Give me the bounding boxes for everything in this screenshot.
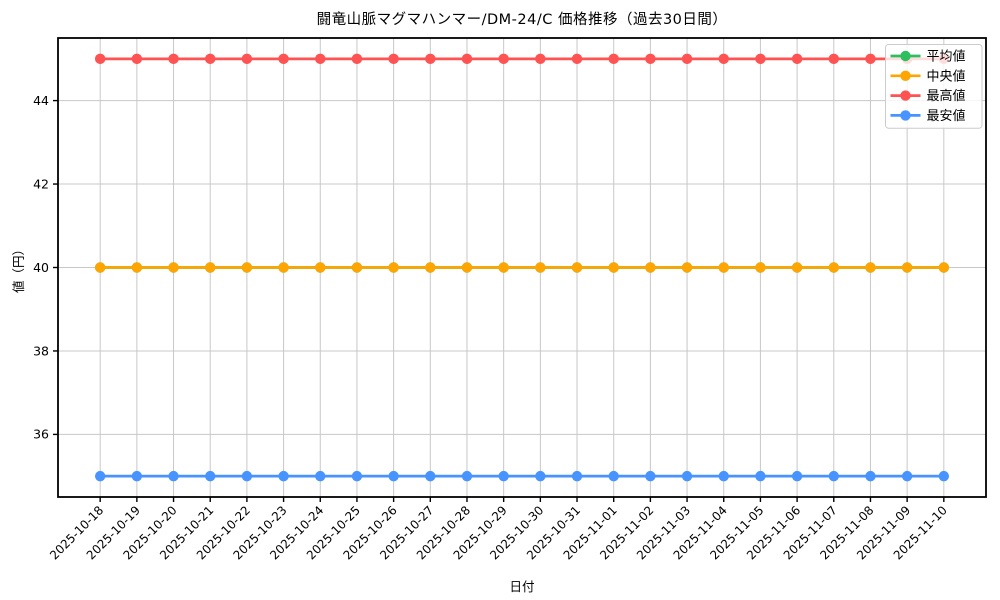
plot-border bbox=[57, 37, 987, 498]
legend-sample-marker bbox=[900, 70, 911, 82]
legend-sample-marker bbox=[900, 110, 911, 121]
series-1-marker bbox=[131, 262, 143, 273]
series-1-marker bbox=[535, 262, 546, 273]
series-2-marker bbox=[131, 53, 143, 65]
series-3-marker bbox=[535, 470, 546, 482]
series-1-marker bbox=[388, 262, 399, 273]
series-3-marker bbox=[461, 470, 473, 482]
series-3-marker bbox=[828, 470, 839, 482]
series-1-marker bbox=[94, 262, 106, 273]
series-2-marker bbox=[645, 53, 656, 65]
series-3-marker bbox=[681, 470, 693, 482]
legend-label: 平均値 bbox=[927, 49, 966, 65]
series-3-marker bbox=[645, 470, 656, 482]
series-3-marker bbox=[278, 470, 289, 482]
series-2-marker bbox=[535, 53, 546, 65]
y-tick-label: 36 bbox=[33, 427, 49, 442]
legend-label: 中央値 bbox=[927, 68, 966, 84]
series-1-marker bbox=[461, 262, 473, 273]
series-2-marker bbox=[315, 53, 326, 65]
series-3-marker bbox=[131, 470, 143, 482]
series-2-marker bbox=[718, 53, 729, 65]
series-3-marker bbox=[388, 470, 399, 482]
series-2-marker bbox=[828, 53, 839, 65]
series-2-marker bbox=[351, 53, 363, 65]
legend-item-2: 最高値 bbox=[890, 88, 966, 104]
series-3-marker bbox=[205, 470, 216, 482]
series-2-marker bbox=[241, 53, 253, 65]
series-2-marker bbox=[755, 53, 766, 65]
series-2-marker bbox=[498, 53, 509, 65]
series-2-marker bbox=[865, 53, 876, 65]
series-3-marker bbox=[94, 470, 106, 482]
series-2-marker bbox=[388, 53, 399, 65]
series-1-marker bbox=[718, 262, 729, 273]
series-2-marker bbox=[791, 53, 803, 65]
series-1-marker bbox=[315, 262, 326, 273]
series-2-marker bbox=[278, 53, 289, 65]
legend-sample-marker bbox=[900, 90, 911, 101]
y-tick-label: 42 bbox=[33, 176, 49, 191]
x-axis-label: 日付 bbox=[509, 579, 535, 594]
series-2-marker bbox=[205, 53, 216, 65]
series-2-marker bbox=[168, 53, 179, 65]
y-tick-label: 38 bbox=[33, 343, 49, 358]
series-1-marker bbox=[278, 262, 289, 273]
legend-label: 最安値 bbox=[927, 108, 966, 124]
series-3-marker bbox=[425, 470, 436, 482]
series-1-marker bbox=[168, 262, 179, 273]
series-1-marker bbox=[425, 262, 436, 273]
series-2-marker bbox=[571, 53, 583, 65]
series-3-marker bbox=[498, 470, 509, 482]
legend-label: 最高値 bbox=[927, 88, 966, 104]
series-3-marker bbox=[351, 470, 363, 482]
series-3-marker bbox=[241, 470, 253, 482]
series-1-marker bbox=[938, 262, 950, 273]
y-tick-label: 40 bbox=[33, 260, 49, 275]
series-2-marker bbox=[608, 53, 619, 65]
series-3-marker bbox=[755, 470, 766, 482]
series-1-marker bbox=[241, 262, 253, 273]
series-1-marker bbox=[205, 262, 216, 273]
series-1-marker bbox=[498, 262, 509, 273]
series-2-marker bbox=[681, 53, 693, 65]
series-3-marker bbox=[938, 470, 950, 482]
series-2-marker bbox=[94, 53, 106, 65]
legend-box bbox=[885, 44, 983, 129]
series-3-marker bbox=[718, 470, 729, 482]
series-3-marker bbox=[901, 470, 913, 482]
series-1-marker bbox=[865, 262, 876, 273]
legend-sample-marker bbox=[900, 50, 911, 62]
series-1-marker bbox=[351, 262, 363, 273]
series-3-marker bbox=[791, 470, 803, 482]
legend-item-1: 中央値 bbox=[890, 68, 966, 84]
series-2-marker bbox=[461, 53, 473, 65]
series-1-marker bbox=[681, 262, 693, 273]
series-1-marker bbox=[755, 262, 766, 273]
series-1-marker bbox=[571, 262, 583, 273]
series-1-marker bbox=[828, 262, 839, 273]
series-1-marker bbox=[608, 262, 619, 273]
legend-item-3: 最安値 bbox=[890, 108, 966, 124]
series-3-marker bbox=[571, 470, 583, 482]
legend-item-0: 平均値 bbox=[890, 49, 966, 65]
series-3-marker bbox=[315, 470, 326, 482]
series-1-marker bbox=[791, 262, 803, 273]
series-1-marker bbox=[901, 262, 913, 273]
series-1-marker bbox=[645, 262, 656, 273]
y-tick-label: 44 bbox=[33, 93, 49, 108]
series-3-marker bbox=[168, 470, 179, 482]
series-3-marker bbox=[608, 470, 619, 482]
series-2-marker bbox=[425, 53, 436, 65]
series-3-marker bbox=[865, 470, 876, 482]
chart-title: 闘竜山脈マグマハンマー/DM-24/C 価格推移（過去30日間） bbox=[316, 12, 728, 28]
